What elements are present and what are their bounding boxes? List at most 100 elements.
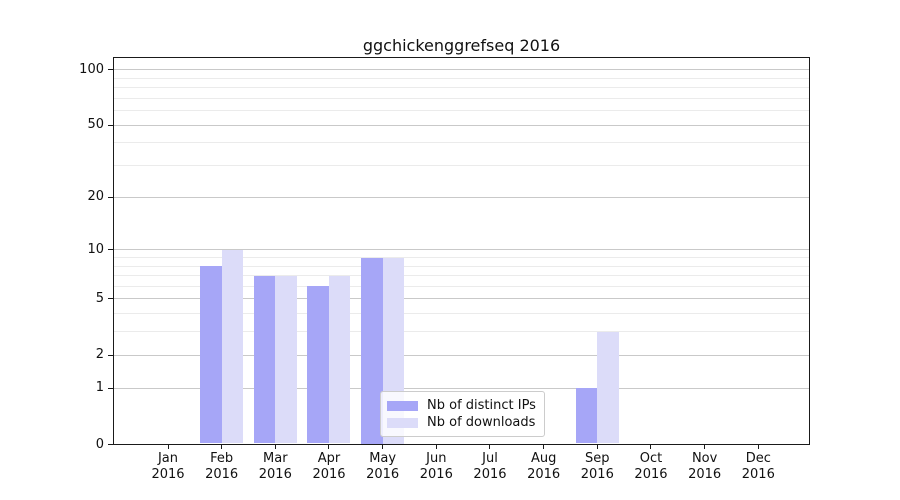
gridline <box>114 196 809 198</box>
gridline <box>114 87 809 89</box>
x-tick-label: Dec 2016 <box>726 451 790 483</box>
legend-swatch-distinct-ips <box>387 400 418 411</box>
gridline <box>114 110 809 112</box>
x-tick-year: 2016 <box>580 467 614 482</box>
x-tick-label: Sep 2016 <box>565 451 629 483</box>
x-tick-mark <box>382 445 384 449</box>
x-tick-mark <box>435 445 437 449</box>
gridline <box>114 265 809 267</box>
plot-area <box>113 57 810 445</box>
x-tick-label: Jun 2016 <box>404 451 468 483</box>
bar-downloads-sep <box>597 331 619 444</box>
x-tick-month: Dec <box>745 451 771 466</box>
x-tick-year: 2016 <box>688 467 722 482</box>
y-tick-mark <box>108 354 113 356</box>
gridline <box>114 124 809 126</box>
y-tick-mark <box>108 69 113 71</box>
y-tick-mark <box>108 249 113 251</box>
gridline <box>114 69 809 71</box>
x-tick-month: Feb <box>210 451 234 466</box>
bar-distinct-ips-feb <box>200 266 222 444</box>
x-tick-month: Nov <box>691 451 718 466</box>
x-tick-label: May 2016 <box>351 451 415 483</box>
gridline <box>114 275 809 277</box>
x-tick-mark <box>704 445 706 449</box>
y-tick-label: 2 <box>95 347 104 363</box>
x-tick-mark <box>596 445 598 449</box>
x-tick-mark <box>221 445 223 449</box>
bar-distinct-ips-sep <box>575 388 598 444</box>
x-tick-label: Jul 2016 <box>458 451 522 483</box>
y-tick-mark <box>108 387 113 389</box>
x-tick-month: May <box>369 451 397 466</box>
legend-item-label: Nb of downloads <box>427 415 536 430</box>
x-tick-month: Jul <box>482 451 498 466</box>
x-tick-year: 2016 <box>527 467 561 482</box>
x-tick-year: 2016 <box>473 467 507 482</box>
gridline <box>114 142 809 144</box>
y-tick-label: 10 <box>87 241 104 257</box>
y-tick-label: 20 <box>87 189 104 205</box>
bar-downloads-mar <box>275 275 297 444</box>
x-tick-mark <box>167 445 169 449</box>
gridline <box>114 97 809 99</box>
x-tick-year: 2016 <box>634 467 668 482</box>
legend-item-distinct-ips: Nb of distinct IPs <box>387 397 536 414</box>
x-tick-year: 2016 <box>151 467 185 482</box>
y-tick-label: 1 <box>95 380 104 396</box>
gridline <box>114 249 809 251</box>
legend: Nb of distinct IPs Nb of downloads <box>380 391 545 437</box>
x-tick-month: Jun <box>426 451 447 466</box>
bar-downloads-feb <box>221 249 244 444</box>
x-tick-year: 2016 <box>741 467 775 482</box>
gridline <box>114 331 809 333</box>
gridline <box>114 257 809 258</box>
chart-title: ggchickenggrefseq 2016 <box>362 36 561 55</box>
gridline <box>114 165 809 167</box>
y-tick-label: 5 <box>95 290 104 306</box>
x-tick-mark <box>274 445 276 449</box>
x-tick-month: Sep <box>585 451 610 466</box>
x-tick-label: Aug 2016 <box>512 451 576 483</box>
x-tick-year: 2016 <box>258 467 292 482</box>
y-tick-mark <box>108 444 113 445</box>
x-tick-label: Jan 2016 <box>136 451 200 483</box>
gridline <box>114 387 809 389</box>
x-tick-label: Apr 2016 <box>297 451 361 483</box>
legend-item-downloads: Nb of downloads <box>387 414 536 431</box>
x-tick-year: 2016 <box>205 467 239 482</box>
y-tick-label: 0 <box>95 436 104 452</box>
x-tick-mark <box>489 445 491 449</box>
gridline <box>114 285 809 287</box>
bar-distinct-ips-apr <box>307 286 329 444</box>
x-tick-mark <box>650 445 652 449</box>
x-tick-year: 2016 <box>312 467 346 482</box>
legend-item-label: Nb of distinct IPs <box>427 398 536 413</box>
x-tick-label: Mar 2016 <box>243 451 307 483</box>
gridline <box>114 298 809 300</box>
y-tick-mark <box>108 298 113 300</box>
y-tick-label: 100 <box>79 61 104 77</box>
y-tick-label: 50 <box>87 117 104 133</box>
x-tick-mark <box>543 445 545 449</box>
legend-swatch-downloads <box>387 417 418 428</box>
bar-distinct-ips-may <box>361 257 383 444</box>
x-tick-mark <box>328 445 330 449</box>
y-tick-mark <box>108 196 113 198</box>
x-tick-label: Feb 2016 <box>190 451 254 483</box>
x-tick-month: Oct <box>639 451 663 466</box>
x-tick-month: Aug <box>530 451 557 466</box>
x-tick-month: Apr <box>317 451 341 466</box>
y-tick-mark <box>108 124 113 126</box>
x-tick-label: Nov 2016 <box>673 451 737 483</box>
x-tick-year: 2016 <box>419 467 453 482</box>
x-tick-year: 2016 <box>366 467 400 482</box>
x-tick-mark <box>757 445 759 449</box>
bar-downloads-apr <box>328 275 351 444</box>
gridline <box>114 313 809 315</box>
x-tick-month: Jan <box>157 451 179 466</box>
bar-distinct-ips-mar <box>253 275 276 444</box>
x-tick-month: Mar <box>263 451 288 466</box>
x-tick-label: Oct 2016 <box>619 451 683 483</box>
